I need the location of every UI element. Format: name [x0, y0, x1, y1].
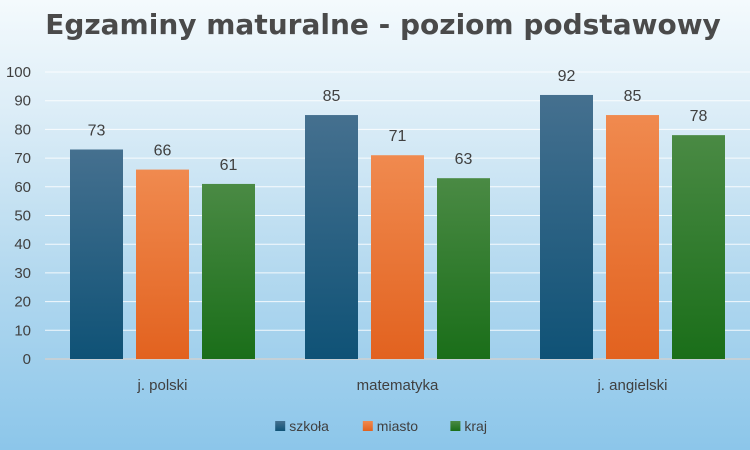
y-tick-label: 60 — [14, 179, 31, 196]
bar-kraj-j-polski — [202, 183, 255, 359]
data-label: 78 — [690, 108, 708, 125]
data-labels: 73 66 61 85 71 63 92 85 78 — [88, 68, 708, 174]
data-label: 92 — [558, 68, 576, 85]
legend-label: szkoła — [289, 418, 329, 434]
bar-kraj-j-angielski — [672, 135, 725, 359]
y-tick-label: 80 — [14, 121, 31, 138]
legend-swatch — [362, 421, 373, 431]
legend-item-miasto: miasto — [362, 418, 418, 434]
legend-label: miasto — [377, 418, 418, 434]
bar-kraj-matematyka — [437, 178, 490, 359]
y-tick-label: 100 — [6, 64, 31, 81]
bar-miasto-matematyka — [371, 155, 424, 359]
y-axis-ticks: 0 10 20 30 40 50 60 70 80 90 100 — [6, 64, 31, 368]
y-tick-label: 10 — [14, 322, 31, 339]
legend-swatch — [450, 421, 461, 431]
legend-label: kraj — [464, 418, 487, 434]
data-label: 61 — [220, 157, 238, 174]
data-label: 85 — [323, 88, 341, 105]
data-label: 63 — [455, 151, 473, 168]
data-label: 66 — [154, 143, 172, 160]
data-label: 85 — [624, 88, 642, 105]
legend-item-szkoła: szkoła — [275, 418, 329, 434]
chart-title: Egzaminy maturalne - poziom podstawowy — [45, 8, 721, 41]
y-tick-label: 30 — [14, 265, 31, 282]
y-tick-label: 90 — [14, 93, 31, 110]
bars — [70, 94, 725, 360]
legend-item-kraj: kraj — [450, 418, 487, 434]
category-label: matematyka — [357, 377, 439, 394]
x-axis-categories: j. polski matematyka j. angielski — [136, 377, 667, 394]
bar-szkoła-j-polski — [70, 149, 123, 359]
bar-szkoła-j-angielski — [540, 94, 593, 360]
y-tick-label: 20 — [14, 294, 31, 311]
y-tick-label: 70 — [14, 150, 31, 167]
y-tick-label: 0 — [23, 351, 31, 368]
y-tick-label: 50 — [14, 208, 31, 225]
bar-szkoła-matematyka — [305, 115, 358, 359]
category-label: j. angielski — [596, 377, 667, 394]
data-label: 71 — [389, 128, 407, 145]
category-label: j. polski — [136, 377, 187, 394]
bar-miasto-j-angielski — [606, 115, 659, 359]
legend-swatch — [275, 421, 286, 431]
bar-miasto-j-polski — [136, 169, 189, 359]
data-label: 73 — [88, 122, 106, 139]
legend: szkoła miasto kraj — [275, 418, 487, 434]
y-tick-label: 40 — [14, 236, 31, 253]
